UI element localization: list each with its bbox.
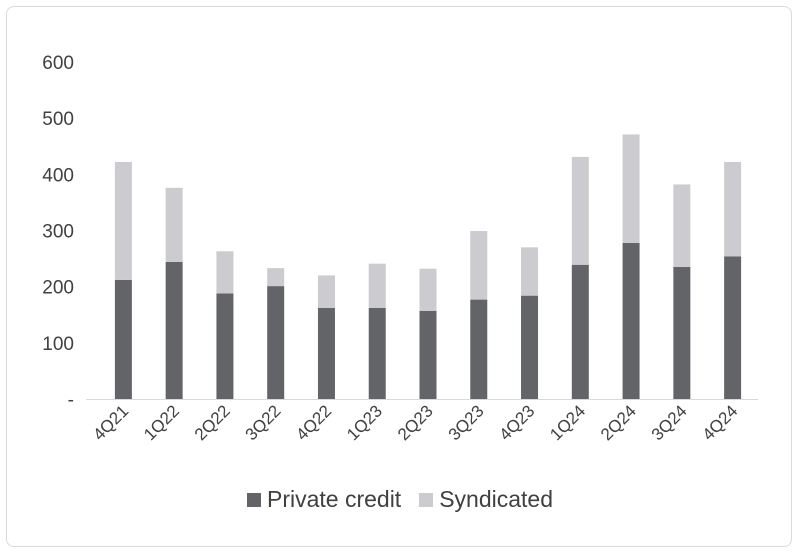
bar-syndicated-3Q22: [267, 268, 285, 287]
x-tick-label: 1Q22: [140, 401, 183, 444]
x-tick-label: 2Q23: [394, 401, 437, 444]
x-tick-label: 4Q22: [292, 401, 335, 444]
x-tick-label: 3Q24: [648, 401, 691, 444]
bar-private-credit-1Q23: [368, 308, 386, 399]
bar-private-credit-4Q22: [317, 308, 335, 399]
bar-private-credit-1Q24: [571, 264, 589, 399]
y-tick-label: 500: [42, 109, 74, 130]
x-tick-label: 4Q21: [89, 401, 132, 444]
bar-private-credit-4Q21: [114, 279, 132, 399]
y-tick-label: 400: [42, 165, 74, 186]
legend-swatch-syndicated: [419, 492, 434, 507]
bar-private-credit-3Q23: [470, 299, 488, 399]
legend-item-syndicated: Syndicated: [419, 486, 553, 513]
x-tick-label: 2Q24: [597, 401, 640, 444]
bar-syndicated-2Q24: [622, 134, 640, 243]
bar-syndicated-3Q23: [470, 231, 488, 300]
bar-syndicated-4Q21: [114, 161, 132, 280]
x-tick-label: 1Q23: [343, 401, 386, 444]
x-tick-label: 3Q22: [242, 401, 285, 444]
x-tick-label: 4Q24: [699, 401, 742, 444]
y-tick-label: 100: [42, 334, 74, 355]
bar-syndicated-2Q22: [216, 251, 234, 294]
bar-syndicated-1Q23: [368, 263, 386, 309]
bar-syndicated-4Q24: [724, 161, 742, 257]
y-tick-label: 300: [42, 222, 74, 243]
bar-private-credit-4Q24: [724, 256, 742, 399]
bar-syndicated-2Q23: [419, 268, 437, 311]
bar-private-credit-3Q24: [673, 267, 691, 399]
legend: Private credit Syndicated: [0, 486, 800, 513]
bar-private-credit-1Q22: [165, 261, 183, 399]
bar-syndicated-1Q22: [165, 187, 183, 262]
bar-syndicated-1Q24: [571, 156, 589, 265]
bar-private-credit-2Q24: [622, 242, 640, 399]
y-tick-label: 200: [42, 278, 74, 299]
legend-label-private-credit: Private credit: [266, 486, 402, 512]
y-tick-label: -: [68, 390, 74, 411]
chart-frame: [6, 6, 792, 547]
bar-private-credit-4Q23: [521, 295, 539, 399]
legend-swatch-private-credit: [246, 492, 261, 507]
bar-private-credit-3Q22: [267, 286, 285, 399]
bar-syndicated-4Q23: [521, 247, 539, 296]
y-tick-label: 600: [42, 53, 74, 74]
bar-private-credit-2Q22: [216, 293, 234, 399]
legend-item-private-credit: Private credit: [246, 486, 402, 513]
x-tick-label: 2Q22: [191, 401, 234, 444]
x-tick-label: 1Q24: [546, 401, 589, 444]
x-tick-label: 3Q23: [445, 401, 488, 444]
bar-syndicated-3Q24: [673, 184, 691, 268]
bar-private-credit-2Q23: [419, 310, 437, 399]
legend-label-syndicated: Syndicated: [439, 486, 554, 512]
bar-syndicated-4Q22: [317, 275, 335, 309]
x-tick-label: 4Q23: [496, 401, 539, 444]
